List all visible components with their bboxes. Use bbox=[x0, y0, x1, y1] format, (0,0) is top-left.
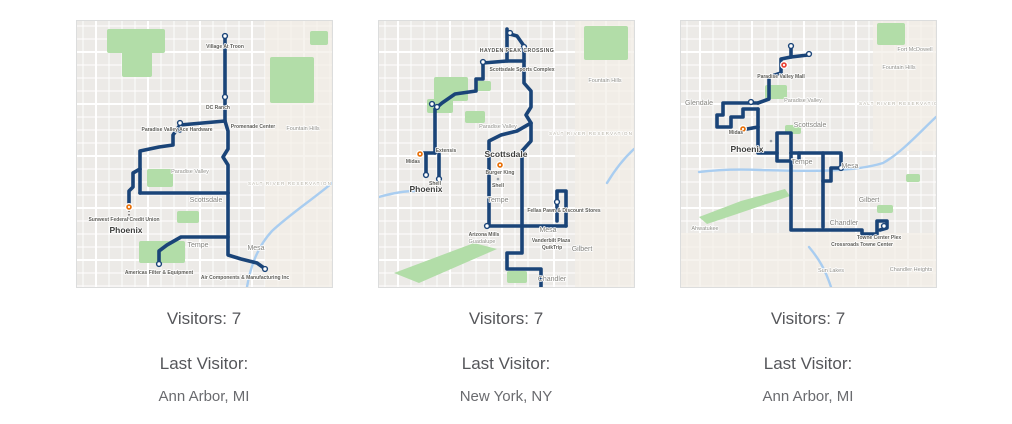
svg-text:Phoenix: Phoenix bbox=[409, 184, 442, 194]
svg-text:Paradise Valley: Paradise Valley bbox=[479, 124, 517, 130]
svg-text:Chandler Heights: Chandler Heights bbox=[889, 267, 932, 273]
svg-text:Village At Troon: Village At Troon bbox=[206, 44, 244, 50]
visitor-card-3: Paradise Valley Mall Fort McDowell Fountai… bbox=[680, 21, 936, 405]
svg-text:Promenade Center: Promenade Center bbox=[230, 124, 275, 130]
svg-text:QuikTrip: QuikTrip bbox=[541, 245, 561, 251]
svg-text:Paradise Valley Mall: Paradise Valley Mall bbox=[757, 74, 805, 80]
visitors-count: Visitors: 7 bbox=[468, 309, 544, 328]
svg-text:Shell: Shell bbox=[492, 183, 505, 189]
svg-text:Paradise Valley: Paradise Valley bbox=[784, 98, 822, 104]
svg-text:Fountain Hills: Fountain Hills bbox=[286, 126, 320, 132]
svg-text:Mesa: Mesa bbox=[247, 245, 264, 252]
route-map-1[interactable]: Village At Troon DC Ranch Promenade Center… bbox=[76, 21, 332, 287]
svg-text:Towne Center Plex: Towne Center Plex bbox=[856, 235, 901, 241]
svg-text:SALT RIVER RESERVATION: SALT RIVER RESERVATION bbox=[858, 101, 935, 106]
svg-text:SALT RIVER RESERVATION: SALT RIVER RESERVATION bbox=[247, 181, 331, 186]
route-map-3[interactable]: Paradise Valley Mall Fort McDowell Fountai… bbox=[680, 21, 936, 287]
svg-text:Tempe: Tempe bbox=[187, 242, 208, 249]
svg-text:Vanderbilt Plaza: Vanderbilt Plaza bbox=[531, 238, 570, 244]
visitor-card-1: Village At Troon DC Ranch Promenade Center… bbox=[76, 21, 332, 405]
last-visitor-heading: Last Visitor: bbox=[461, 354, 551, 373]
svg-text:Gilbert: Gilbert bbox=[571, 246, 592, 253]
svg-text:Fountain Hills: Fountain Hills bbox=[588, 78, 622, 84]
route-map-svg-2[interactable]: HAYDEN PEAK CROSSING Scottsdale Sports Co… bbox=[378, 21, 634, 287]
visitors-count: Visitors: 7 bbox=[770, 309, 846, 328]
route-map-svg-3[interactable]: Paradise Valley Mall Fort McDowell Fountai… bbox=[680, 21, 936, 287]
route-map-svg-1[interactable]: Village At Troon DC Ranch Promenade Center… bbox=[76, 21, 332, 287]
last-visitor-city: Ann Arbor, MI bbox=[762, 388, 854, 405]
svg-text:Scottsdale: Scottsdale bbox=[484, 149, 527, 159]
svg-text:Burger King: Burger King bbox=[485, 170, 514, 176]
svg-text:Mesa: Mesa bbox=[539, 227, 556, 234]
last-visitor-city: New York, NY bbox=[459, 388, 553, 405]
svg-text:Scottsdale: Scottsdale bbox=[793, 122, 826, 129]
visitors-count: Visitors: 7 bbox=[166, 309, 242, 328]
last-visitor-heading: Last Visitor: bbox=[763, 354, 853, 373]
svg-text:Arizona Mills: Arizona Mills bbox=[468, 232, 499, 238]
svg-text:Scottsdale: Scottsdale bbox=[189, 197, 222, 204]
svg-text:Midas: Midas bbox=[405, 159, 419, 165]
svg-text:Chandler: Chandler bbox=[829, 220, 858, 227]
svg-text:Americas Filter & Equipment: Americas Filter & Equipment bbox=[124, 270, 193, 276]
svg-text:Mesa: Mesa bbox=[841, 163, 858, 170]
svg-text:Scottsdale Sports Complex: Scottsdale Sports Complex bbox=[489, 67, 554, 73]
svg-text:Tempe: Tempe bbox=[487, 197, 508, 204]
svg-text:Sun Lakes: Sun Lakes bbox=[818, 268, 844, 274]
svg-text:Paradise Valley Ace Hardware: Paradise Valley Ace Hardware bbox=[141, 127, 212, 133]
svg-text:Ahwatukee: Ahwatukee bbox=[691, 226, 718, 232]
svg-text:Phoenix: Phoenix bbox=[109, 225, 142, 235]
route-map-2[interactable]: HAYDEN PEAK CROSSING Scottsdale Sports Co… bbox=[378, 21, 634, 287]
svg-text:Fountain Hills: Fountain Hills bbox=[882, 65, 916, 71]
svg-text:Fellas Pawn & Discount Stores: Fellas Pawn & Discount Stores bbox=[527, 208, 601, 214]
svg-text:Crossroads Towne Center: Crossroads Towne Center bbox=[831, 242, 893, 248]
svg-text:Phoenix: Phoenix bbox=[730, 144, 763, 154]
svg-text:SALT RIVER RESERVATION: SALT RIVER RESERVATION bbox=[548, 131, 632, 136]
svg-text:Gilbert: Gilbert bbox=[858, 197, 879, 204]
svg-text:Chandler: Chandler bbox=[537, 276, 566, 283]
svg-text:Guadalupe: Guadalupe bbox=[468, 239, 495, 245]
visitor-card-2: HAYDEN PEAK CROSSING Scottsdale Sports Co… bbox=[378, 21, 634, 405]
svg-text:DC Ranch: DC Ranch bbox=[206, 105, 230, 111]
svg-text:Fort McDowell: Fort McDowell bbox=[897, 47, 932, 53]
svg-text:Shell: Shell bbox=[429, 181, 442, 187]
svg-text:Paradise Valley: Paradise Valley bbox=[171, 169, 209, 175]
last-visitor-heading: Last Visitor: bbox=[159, 354, 249, 373]
svg-text:Sunwest Federal Credit Union: Sunwest Federal Credit Union bbox=[88, 217, 159, 223]
svg-text:Extensis: Extensis bbox=[435, 148, 456, 154]
svg-text:Tempe: Tempe bbox=[791, 159, 812, 166]
svg-text:Midas: Midas bbox=[728, 130, 742, 136]
last-visitor-city: Ann Arbor, MI bbox=[158, 388, 250, 405]
svg-text:HAYDEN PEAK CROSSING: HAYDEN PEAK CROSSING bbox=[479, 48, 553, 54]
svg-text:Glendale: Glendale bbox=[684, 100, 712, 107]
svg-text:Air Components & Manufacturing: Air Components & Manufacturing Inc bbox=[200, 275, 289, 281]
visitor-maps-row: Village At Troon DC Ranch Promenade Center… bbox=[76, 21, 936, 405]
